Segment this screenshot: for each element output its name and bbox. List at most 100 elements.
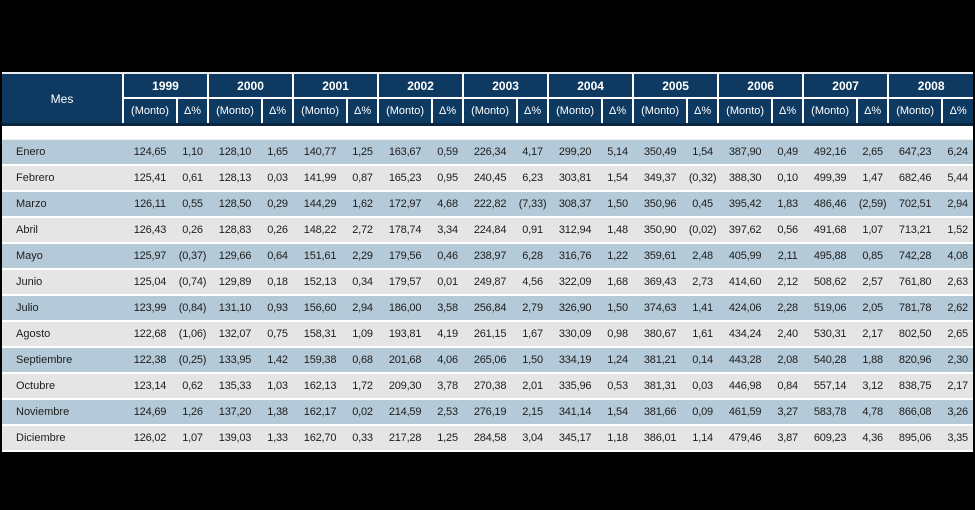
monto-subheader-2007: (Monto) [802, 97, 858, 126]
delta-cell-2000: 0,75 [262, 321, 294, 348]
delta-cell-2006: 2,08 [772, 347, 804, 374]
monto-cell-2007: 495,88 [803, 243, 858, 270]
monto-cell-2006: 461,59 [718, 399, 773, 426]
delta-subheader-2003: Δ% [516, 97, 549, 126]
delta-cell-2003: 1,50 [517, 347, 549, 374]
monto-cell-1999: 126,43 [123, 217, 177, 244]
delta-cell-2005: 1,14 [687, 425, 719, 452]
delta-cell-2000: 1,03 [262, 373, 294, 400]
delta-subheader-2007: Δ% [856, 97, 889, 126]
monto-cell-2007: 609,23 [803, 425, 858, 452]
delta-cell-1999: (0,25) [177, 347, 209, 374]
month-cell: Septiembre [2, 347, 123, 374]
delta-cell-2004: 5,14 [602, 139, 634, 166]
delta-cell-2007: 2,05 [857, 295, 889, 322]
delta-cell-2006: 0,84 [772, 373, 804, 400]
delta-cell-2008: 3,35 [942, 425, 974, 452]
month-cell: Julio [2, 295, 123, 322]
delta-cell-2006: 3,27 [772, 399, 804, 426]
table-row-abril: Abril 126,43 0,26 128,83 0,26 148,22 2,72 178,7… [2, 217, 974, 244]
monto-cell-2000: 129,66 [208, 243, 263, 270]
monto-cell-2008: 702,51 [888, 191, 943, 218]
monto-cell-2008: 820,96 [888, 347, 943, 374]
monto-cell-2004: 299,20 [548, 139, 603, 166]
monto-cell-2006: 388,30 [718, 165, 773, 192]
monto-cell-1999: 123,99 [123, 295, 177, 322]
monto-subheader-2001: (Monto) [292, 97, 348, 126]
monto-cell-2001: 162,13 [293, 373, 348, 400]
monto-cell-2002: 214,59 [378, 399, 433, 426]
monto-cell-2007: 583,78 [803, 399, 858, 426]
table-row-enero: Enero 124,65 1,10 128,10 1,65 140,77 1,25 163,6… [2, 139, 974, 166]
monto-cell-2001: 144,29 [293, 191, 348, 218]
monto-cell-1999: 126,02 [123, 425, 177, 452]
delta-cell-2006: 2,11 [772, 243, 804, 270]
table-row-marzo: Marzo 126,11 0,55 128,50 0,29 144,29 1,62 172,9… [2, 191, 974, 218]
monto-subheader-2006: (Monto) [717, 97, 773, 126]
monto-cell-2002: 172,97 [378, 191, 433, 218]
delta-cell-2001: 0,02 [347, 399, 379, 426]
spacer-cell [2, 124, 974, 140]
delta-subheader-2006: Δ% [771, 97, 804, 126]
monto-cell-2000: 139,03 [208, 425, 263, 452]
monto-cell-2007: 530,31 [803, 321, 858, 348]
table-header: Mes 1999 2000 2001 2002 2003 2004 2005 2006 2007… [2, 74, 974, 126]
delta-cell-2001: 0,68 [347, 347, 379, 374]
delta-cell-2003: 4,17 [517, 139, 549, 166]
delta-cell-2000: 0,64 [262, 243, 294, 270]
monto-cell-2005: 350,96 [633, 191, 688, 218]
delta-subheader-2005: Δ% [686, 97, 719, 126]
delta-cell-2000: 0,03 [262, 165, 294, 192]
delta-cell-2001: 0,87 [347, 165, 379, 192]
delta-cell-2003: 2,15 [517, 399, 549, 426]
year-header-2004: 2004 [547, 74, 634, 98]
delta-cell-2008: 3,26 [942, 399, 974, 426]
monto-cell-2002: 193,81 [378, 321, 433, 348]
monto-cell-2007: 486,46 [803, 191, 858, 218]
delta-cell-2007: 1,88 [857, 347, 889, 374]
delta-cell-1999: 0,55 [177, 191, 209, 218]
monto-cell-2001: 162,17 [293, 399, 348, 426]
delta-cell-2008: 2,65 [942, 321, 974, 348]
data-table: Mes 1999 2000 2001 2002 2003 2004 2005 2006 2007… [2, 74, 974, 452]
delta-cell-2004: 1,54 [602, 399, 634, 426]
delta-cell-2002: 3,34 [432, 217, 464, 244]
monto-cell-2003: 249,87 [463, 269, 518, 296]
monto-cell-2002: 178,74 [378, 217, 433, 244]
delta-cell-2001: 0,34 [347, 269, 379, 296]
delta-cell-1999: 0,61 [177, 165, 209, 192]
delta-cell-2000: 0,18 [262, 269, 294, 296]
monto-cell-2002: 165,23 [378, 165, 433, 192]
table-row-febrero: Febrero 125,41 0,61 128,13 0,03 141,99 0,87 165… [2, 165, 974, 192]
delta-cell-2002: 1,25 [432, 425, 464, 452]
year-header-2000: 2000 [207, 74, 294, 98]
delta-cell-2005: 1,41 [687, 295, 719, 322]
monto-cell-2005: 374,63 [633, 295, 688, 322]
delta-cell-2005: 2,73 [687, 269, 719, 296]
monto-cell-2005: 381,66 [633, 399, 688, 426]
monto-cell-2000: 128,50 [208, 191, 263, 218]
monto-cell-2001: 152,13 [293, 269, 348, 296]
delta-cell-2001: 0,33 [347, 425, 379, 452]
year-header-2003: 2003 [462, 74, 549, 98]
delta-cell-2000: 1,42 [262, 347, 294, 374]
delta-cell-2008: 1,52 [942, 217, 974, 244]
monto-cell-2007: 540,28 [803, 347, 858, 374]
monto-cell-2002: 179,56 [378, 243, 433, 270]
monto-cell-2000: 128,10 [208, 139, 263, 166]
monto-cell-2008: 895,06 [888, 425, 943, 452]
monto-cell-2001: 159,38 [293, 347, 348, 374]
monto-cell-2000: 131,10 [208, 295, 263, 322]
delta-cell-2004: 1,48 [602, 217, 634, 244]
monto-cell-2002: 217,28 [378, 425, 433, 452]
monto-cell-2006: 446,98 [718, 373, 773, 400]
monto-cell-2006: 395,42 [718, 191, 773, 218]
delta-cell-2004: 1,68 [602, 269, 634, 296]
delta-cell-2006: 2,12 [772, 269, 804, 296]
monto-cell-2005: 350,90 [633, 217, 688, 244]
delta-cell-2004: 1,22 [602, 243, 634, 270]
monto-cell-1999: 125,04 [123, 269, 177, 296]
delta-cell-1999: (1,06) [177, 321, 209, 348]
monto-cell-2005: 381,21 [633, 347, 688, 374]
table-row-junio: Junio 125,04 (0,74) 129,89 0,18 152,13 0,34 179… [2, 269, 974, 296]
